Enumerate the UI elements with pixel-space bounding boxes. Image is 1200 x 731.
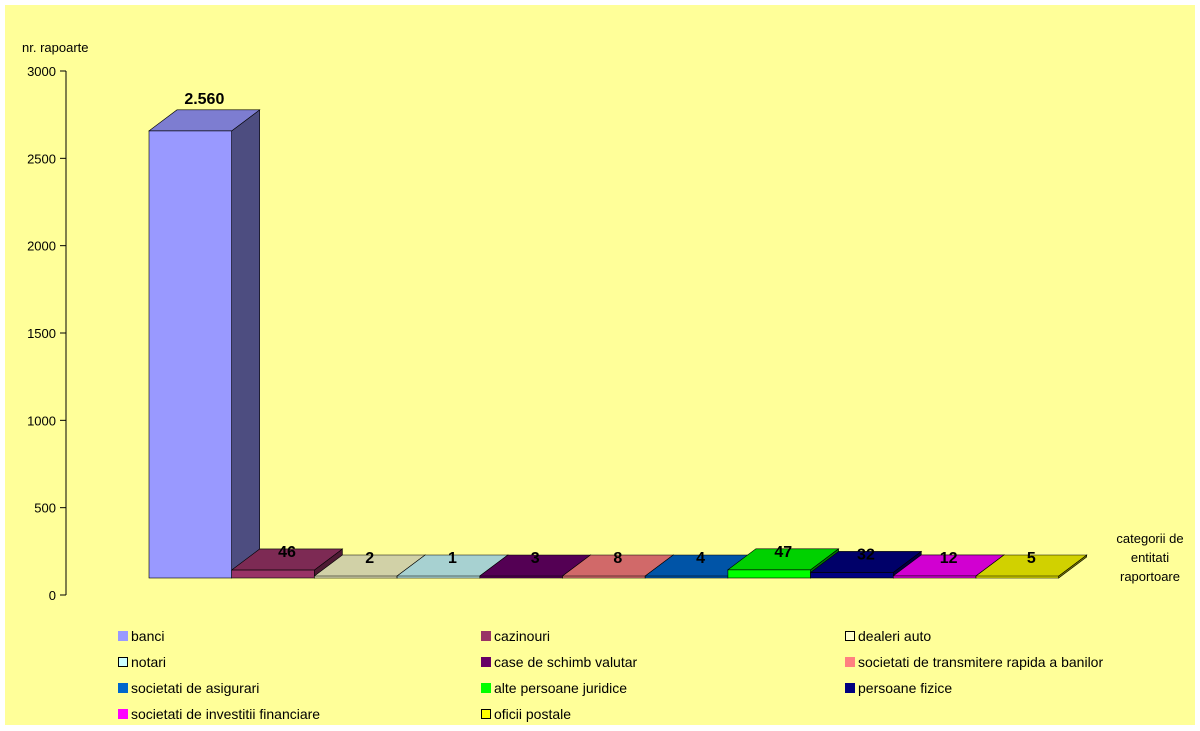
legend-item: dealeri auto: [845, 627, 931, 645]
x-axis-label: categorii de entitati raportoare: [1116, 531, 1184, 584]
legend-item: cazinouri: [481, 627, 550, 645]
y-tick-label: 1000: [27, 413, 56, 428]
legend-label: persoane fizice: [858, 680, 953, 696]
bar-data-label: 12: [940, 550, 958, 567]
bar-data-label: 3: [531, 550, 540, 567]
bar-front: [148, 130, 232, 579]
bar-data-label: 46: [278, 544, 296, 561]
y-tick-label: 1500: [27, 326, 56, 341]
legend-item: persoane fizice: [845, 679, 952, 697]
bar-top: [809, 551, 923, 573]
legend-label: societati de asigurari: [131, 680, 260, 696]
legend-label: societati de transmitere rapida a banilo…: [858, 654, 1104, 670]
y-tick-label: 2500: [27, 151, 56, 166]
bar-data-label: 2: [365, 550, 374, 567]
legend-swatch: [481, 683, 491, 693]
legend-swatch: [481, 657, 491, 667]
legend-swatch: [481, 709, 491, 719]
legend-swatch: [118, 631, 128, 641]
legend-swatch: [118, 683, 128, 693]
legend-item: oficii postale: [481, 705, 571, 723]
legend-swatch: [481, 631, 491, 641]
bar-data-label: 8: [613, 550, 622, 567]
bar-front: [810, 572, 894, 579]
bar-front: [727, 569, 811, 579]
bar-data-label: 47: [774, 544, 792, 561]
legend-item: societati de investitii financiare: [118, 705, 320, 723]
legend-label: societati de investitii financiare: [131, 706, 321, 722]
y-tick-label: 3000: [27, 64, 56, 79]
y-tick-label: 0: [49, 588, 56, 603]
legend-label: oficii postale: [494, 706, 572, 722]
legend-label: case de schimb valutar: [494, 654, 638, 670]
legend-item: notari: [118, 653, 166, 671]
legend-label: notari: [131, 654, 167, 670]
y-tick-label: 2000: [27, 239, 56, 254]
y-axis-label: nr. rapoarte: [22, 40, 89, 55]
legend-item: societati de asigurari: [118, 679, 259, 697]
legend-item: alte persoane juridice: [481, 679, 627, 697]
bar-side: [231, 109, 261, 579]
legend-item: banci: [118, 627, 164, 645]
bar-data-label: 32: [857, 546, 875, 563]
bar-data-label: 2.560: [184, 91, 224, 108]
legend-item: case de schimb valutar: [481, 653, 637, 671]
legend-swatch: [118, 709, 128, 719]
legend-label: banci: [131, 628, 165, 644]
bar-data-label: 5: [1027, 550, 1036, 567]
y-tick-label: 500: [34, 501, 56, 516]
legend-item: societati de transmitere rapida a banilo…: [845, 653, 1103, 671]
bar-data-label: 4: [696, 550, 705, 567]
bar-top: [148, 109, 261, 132]
legend-label: alte persoane juridice: [494, 680, 628, 696]
bar-front: [892, 575, 977, 579]
legend-label: cazinouri: [494, 628, 551, 644]
bar-top: [230, 548, 344, 571]
legend-label: dealeri auto: [858, 628, 932, 644]
bar-data-label: 1: [448, 550, 457, 567]
bar-top: [727, 548, 840, 571]
bar-front: [231, 569, 315, 579]
legend-swatch: [845, 657, 855, 667]
legend-swatch: [118, 657, 128, 667]
legend-swatch: [845, 683, 855, 693]
bar-top: [975, 554, 1088, 577]
legend-swatch: [845, 631, 855, 641]
